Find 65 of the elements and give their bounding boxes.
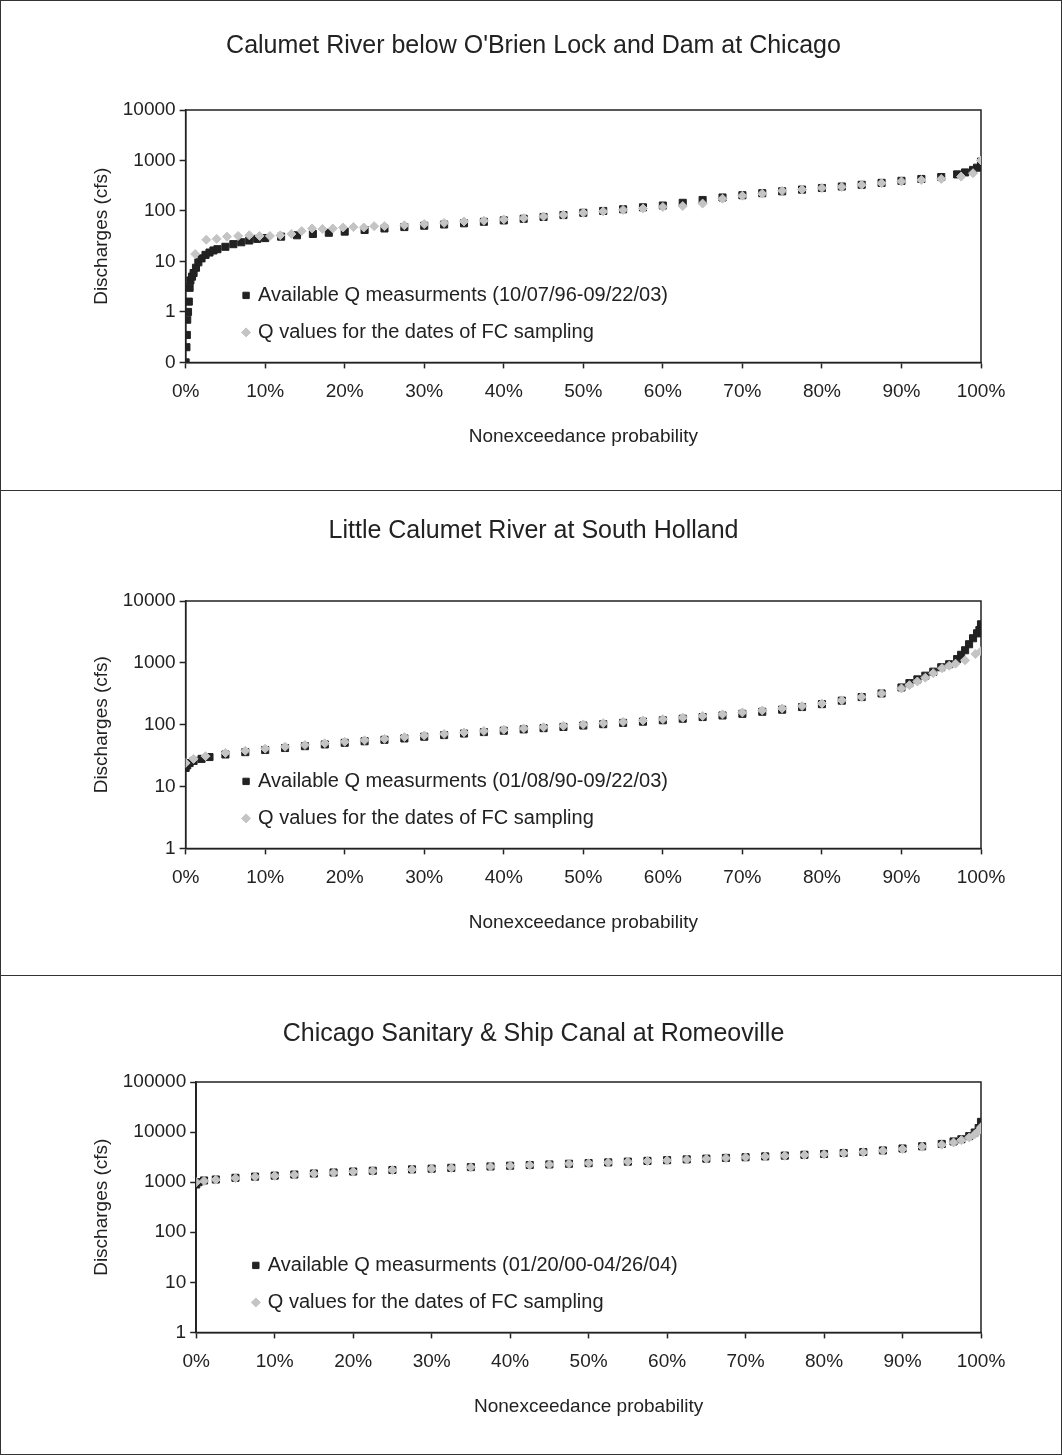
x-tick-label: 40% [484,866,523,888]
x-tick-label: 0% [182,1350,211,1372]
y-tick-label: 100 [143,199,176,221]
y-tick-label: 1 [165,836,176,858]
legend-label: Available Q measurments (01/20/00-04/26/04) [267,1252,678,1275]
x-tick-label: 50% [564,380,603,402]
y-tick-label: 10 [165,1270,187,1292]
chart-title: Little Calumet River at South Holland [328,514,739,543]
y-tick-label: 1 [175,1320,187,1342]
x-tick-label: 50% [564,866,603,888]
chart-title: Calumet River below O'Brien Lock and Dam at Chicago [226,29,841,58]
x-tick-label: 100% [956,866,1006,888]
x-tick-label: 40% [484,380,523,402]
y-tick-label: 1000 [133,148,176,170]
x-tick-label: 90% [883,1350,922,1372]
legend-label: Available Q measurments (01/08/90-09/22/03) [258,768,668,791]
x-tick-label: 70% [723,380,762,402]
x-tick-label: 70% [726,1350,765,1372]
y-tick-label: 10 [154,249,176,271]
x-tick-label: 20% [334,1350,373,1372]
x-tick-label: 20% [325,866,364,888]
x-tick-label: 10% [246,380,285,402]
legend-label: Available Q measurments (10/07/96-09/22/03) [258,282,668,305]
y-tick-label: 10000 [133,1120,187,1142]
chart-title: Chicago Sanitary & Ship Canal at Romeoville [282,1017,785,1046]
y-tick-label: 10000 [122,98,176,120]
x-tick-label: 90% [882,866,921,888]
legend-label: Q values for the dates of FC sampling [267,1289,604,1312]
x-tick-label: 100% [956,380,1006,402]
x-tick-label: 0% [171,866,200,888]
y-tick-label: 1000 [143,1170,187,1192]
y-axis-title: Discharges (cfs) [89,1138,111,1276]
y-tick-label: 10 [154,774,176,796]
x-tick-label: 40% [491,1350,530,1372]
x-tick-label: 30% [405,380,444,402]
x-tick-label: 70% [723,866,762,888]
x-tick-label: 60% [643,380,682,402]
y-axis-title: Discharges (cfs) [89,656,111,794]
x-tick-label: 60% [643,866,682,888]
x-tick-label: 30% [412,1350,451,1372]
y-tick-label: 100 [143,712,176,734]
x-tick-label: 80% [805,1350,844,1372]
y-tick-label: 1000 [133,651,176,673]
x-axis-title: Nonexceedance probability [473,1394,704,1416]
x-tick-label: 100% [956,1350,1006,1372]
x-axis-title: Nonexceedance probability [468,910,699,932]
x-tick-label: 60% [648,1350,687,1372]
legend-label: Q values for the dates of FC sampling [258,805,594,828]
x-tick-label: 90% [882,380,921,402]
x-tick-label: 30% [405,866,444,888]
x-tick-label: 50% [569,1350,608,1372]
x-tick-label: 80% [802,866,842,888]
x-tick-label: 10% [255,1350,294,1372]
legend-label: Q values for the dates of FC sampling [258,319,594,342]
y-tick-label: 100 [154,1220,187,1242]
x-tick-label: 80% [802,380,842,402]
y-tick-label: 100000 [122,1070,187,1092]
x-tick-label: 0% [171,380,200,402]
x-axis-title: Nonexceedance probability [468,424,699,446]
x-tick-label: 20% [325,380,364,402]
y-tick-label: 0 [165,350,176,372]
y-axis-title: Discharges (cfs) [89,167,111,305]
y-tick-label: 1 [165,300,176,322]
y-tick-label: 10000 [122,589,176,611]
x-tick-label: 10% [246,866,285,888]
